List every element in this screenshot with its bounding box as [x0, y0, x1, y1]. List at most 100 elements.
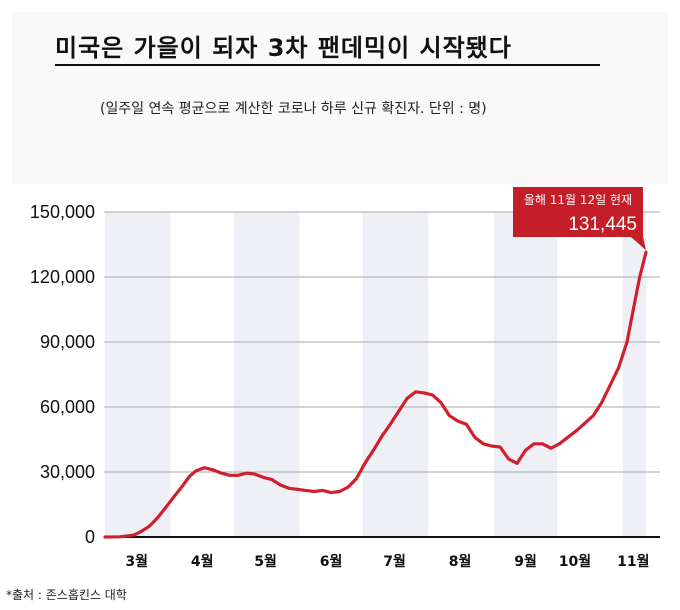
data-point	[126, 534, 130, 538]
callout-date-label: 올해 11월 12일 현재	[524, 193, 632, 207]
data-point	[380, 434, 384, 438]
data-point	[481, 442, 485, 446]
header-panel	[12, 12, 668, 184]
data-point	[541, 442, 544, 446]
x-tick-label: 3월	[125, 553, 148, 570]
chart-subtitle: (일주일 연속 평균으로 계산한 코로나 하루 신규 확진자. 단위 : 명)	[100, 101, 487, 117]
x-axis: 3월 4월 5월 6월 7월 8월 9월 10월 11월	[125, 553, 649, 570]
x-tick-label: 6월	[320, 553, 343, 570]
data-point	[473, 435, 477, 439]
data-point	[228, 473, 232, 477]
data-point	[532, 442, 536, 446]
y-tick-label: 0	[85, 527, 95, 547]
y-tick-label: 60,000	[40, 397, 95, 417]
data-point	[363, 461, 367, 465]
data-point	[388, 422, 392, 426]
data-point	[279, 483, 282, 487]
data-point	[253, 472, 257, 476]
data-point	[236, 473, 240, 477]
data-point	[448, 414, 451, 418]
x-tick-label: 11월	[617, 553, 649, 570]
x-tick-label: 10월	[559, 553, 591, 570]
y-tick-label: 120,000	[30, 267, 95, 287]
data-point	[173, 494, 177, 498]
data-point	[524, 448, 527, 452]
data-point	[405, 396, 409, 400]
data-point	[338, 490, 341, 493]
data-point	[464, 422, 468, 426]
callout-box	[513, 187, 643, 237]
data-point	[355, 477, 358, 480]
callout-pointer	[631, 237, 646, 251]
data-point	[346, 485, 350, 489]
data-point	[304, 489, 308, 492]
data-points	[103, 250, 648, 539]
data-point	[312, 490, 316, 493]
data-point	[133, 533, 136, 537]
data-point	[422, 391, 426, 395]
value-callout: 올해 11월 12일 현재 131,445	[513, 187, 646, 251]
data-point	[270, 478, 274, 481]
month-band	[493, 212, 558, 537]
month-band	[105, 212, 171, 537]
data-point	[600, 401, 604, 405]
data-point	[549, 446, 553, 450]
title-underline	[55, 64, 600, 66]
y-axis: 0 30,000 60,000 90,000 120,000 150,000	[30, 202, 660, 547]
data-point	[211, 468, 215, 472]
line-chart: 0 30,000 60,000 90,000 120,000 150,000 3월 4월 5월…	[30, 187, 660, 570]
data-point	[557, 442, 561, 446]
data-point	[631, 308, 635, 311]
data-point	[181, 483, 185, 487]
data-point	[490, 444, 494, 448]
data-point	[431, 393, 434, 397]
callout-value-label: 131,445	[568, 214, 637, 235]
y-tick-label: 90,000	[40, 332, 95, 352]
y-tick-label: 30,000	[40, 462, 95, 482]
month-band	[233, 212, 300, 537]
x-tick-label: 4월	[191, 553, 214, 570]
data-point	[118, 535, 122, 539]
data-point	[156, 516, 160, 519]
data-point	[583, 421, 587, 425]
data-point	[574, 429, 578, 433]
data-point	[188, 474, 191, 478]
chart-title: 미국은 가을이 되자 3차 팬데믹이 시작됐다	[55, 34, 512, 62]
data-point	[498, 445, 502, 449]
data-point	[439, 401, 443, 405]
y-tick-label: 150,000	[30, 202, 95, 222]
data-point	[644, 250, 648, 254]
data-point	[194, 469, 198, 473]
data-point	[456, 419, 460, 423]
data-point	[507, 457, 511, 461]
data-point	[262, 476, 265, 479]
data-point	[625, 340, 629, 344]
data-point	[638, 275, 642, 279]
data-point	[147, 524, 151, 528]
source-note: *출처 : 존스홉킨스 대학	[6, 588, 127, 602]
data-point	[139, 530, 143, 533]
data-point	[103, 535, 107, 539]
data-point	[397, 409, 401, 413]
data-point	[164, 505, 168, 509]
data-point	[608, 383, 612, 387]
month-band	[622, 212, 646, 537]
data-point	[245, 471, 248, 475]
data-point	[321, 489, 325, 492]
data-point	[287, 486, 291, 490]
data-point	[617, 366, 620, 370]
data-point	[566, 435, 570, 439]
data-point	[515, 461, 519, 465]
x-tick-label: 7월	[383, 553, 406, 570]
data-point	[371, 448, 375, 452]
data-point	[295, 487, 299, 491]
x-tick-label: 9월	[514, 553, 537, 570]
data-point	[219, 471, 223, 475]
x-tick-label: 8월	[449, 553, 472, 570]
data-point	[591, 414, 595, 418]
month-band	[362, 212, 429, 537]
data-point	[202, 466, 206, 470]
month-bands	[105, 212, 646, 537]
x-tick-label: 5월	[254, 553, 277, 570]
data-point	[329, 491, 333, 494]
